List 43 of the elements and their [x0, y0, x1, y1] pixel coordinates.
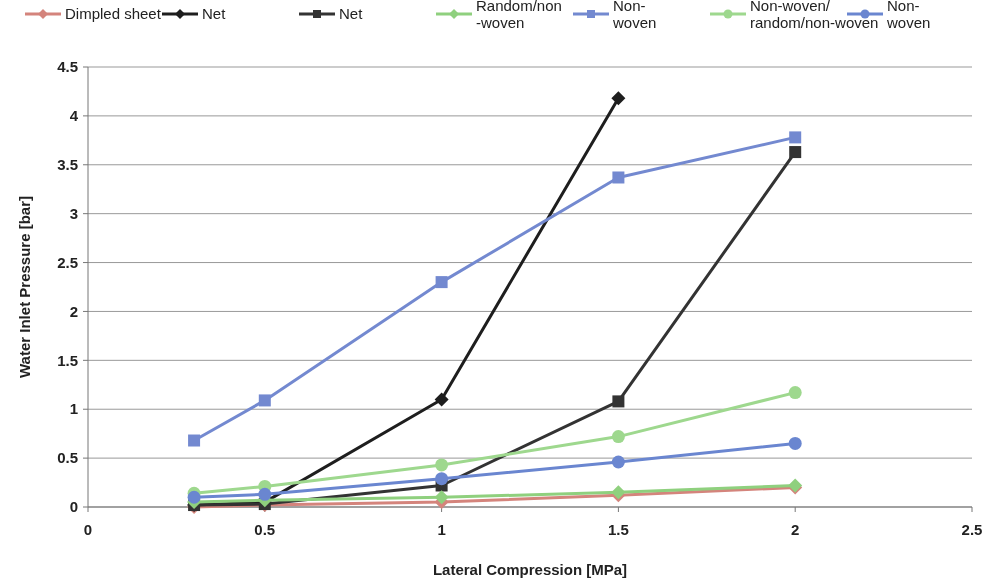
y-tick-label: 3.5	[57, 156, 78, 174]
point	[611, 91, 626, 106]
legend-label: Non-woven/ random/non-woven	[750, 0, 879, 32]
y-tick-label: 4.5	[57, 58, 78, 76]
y-axis-title: Water Inlet Pressure [bar]	[16, 196, 33, 378]
legend-label: Non- woven	[612, 0, 657, 32]
x-axis-title: Lateral Compression [MPa]	[432, 561, 628, 578]
point	[258, 394, 271, 407]
point	[187, 490, 201, 504]
point	[188, 434, 201, 447]
y-tick-label: 2	[69, 302, 78, 320]
point	[612, 171, 625, 184]
point	[789, 131, 802, 144]
x-tick-label: 0	[83, 521, 93, 538]
legend-label: Dimpled sheet	[65, 5, 162, 23]
point	[788, 436, 802, 450]
point	[611, 430, 625, 444]
legend-label: Random/non -woven	[476, 0, 562, 32]
y-tick-label: 1.5	[57, 351, 78, 369]
point	[788, 386, 802, 400]
y-tick-label: 1	[69, 400, 78, 418]
point	[435, 458, 449, 472]
y-tick-label: 2.5	[57, 253, 78, 271]
point	[435, 276, 448, 289]
point	[611, 455, 625, 469]
x-tick-label: 2	[791, 521, 800, 538]
y-tick-label: 4	[69, 107, 79, 125]
y-tick-label: 0	[69, 498, 78, 516]
legend-label: Non- woven	[886, 0, 931, 32]
point	[435, 472, 449, 486]
point	[612, 395, 625, 408]
x-tick-label: 2.5	[961, 521, 983, 538]
legend-label: Net	[339, 5, 364, 23]
y-tick-label: 0.5	[57, 449, 78, 467]
y-tick-label: 3	[69, 204, 78, 222]
point	[434, 392, 449, 407]
point	[258, 487, 272, 501]
point	[789, 146, 802, 159]
x-tick-label: 1.5	[607, 521, 629, 538]
x-tick-label: 1	[437, 521, 446, 538]
x-tick-label: 0.5	[254, 521, 276, 538]
legend-label: Net	[202, 5, 227, 23]
point	[434, 490, 449, 505]
